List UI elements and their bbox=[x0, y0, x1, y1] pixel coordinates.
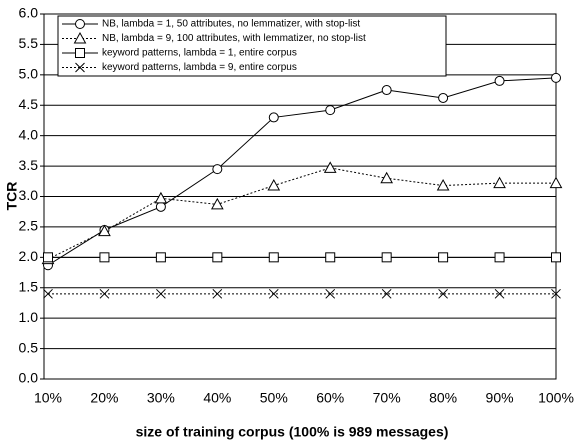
data-point bbox=[551, 288, 561, 299]
legend-label: NB, lambda = 1, 50 attributes, no lemmat… bbox=[102, 19, 360, 30]
legend-marker bbox=[73, 31, 87, 44]
y-tick-label: 4.5 bbox=[19, 96, 39, 112]
x-tick-label: 90% bbox=[486, 390, 514, 406]
y-axis-title: TCR bbox=[4, 182, 20, 211]
data-point bbox=[43, 288, 53, 299]
legend-label: keyword patterns, lambda = 1, entire cor… bbox=[102, 48, 297, 59]
data-point bbox=[551, 252, 561, 263]
y-tick-label: 0.0 bbox=[19, 370, 39, 386]
y-tick-label: 2.5 bbox=[19, 218, 39, 234]
data-point bbox=[99, 288, 110, 299]
data-point bbox=[381, 85, 392, 96]
data-point bbox=[99, 252, 110, 263]
data-point bbox=[155, 252, 166, 263]
y-tick-label: 3.5 bbox=[19, 157, 39, 173]
y-tick-label: 1.0 bbox=[19, 309, 39, 325]
y-tick-label: 0.5 bbox=[19, 339, 39, 355]
legend-marker bbox=[75, 62, 85, 73]
data-point bbox=[268, 288, 279, 299]
data-point bbox=[154, 191, 168, 204]
y-tick-label: 2.0 bbox=[19, 248, 39, 264]
y-tick-label: 6.0 bbox=[19, 5, 39, 21]
x-tick-label: 30% bbox=[147, 390, 175, 406]
legend-marker bbox=[75, 19, 85, 29]
data-point bbox=[267, 179, 281, 191]
x-tick-label: 10% bbox=[34, 390, 62, 406]
data-point bbox=[438, 252, 449, 263]
data-point bbox=[438, 288, 448, 299]
data-point bbox=[380, 171, 394, 184]
data-point bbox=[43, 252, 53, 263]
y-tick-label: 3.0 bbox=[19, 187, 39, 203]
x-tick-label: 40% bbox=[203, 390, 231, 406]
data-point bbox=[325, 252, 336, 263]
data-point bbox=[438, 92, 449, 103]
data-point bbox=[212, 252, 223, 263]
data-point bbox=[212, 288, 223, 299]
legend-label: NB, lambda = 9, 100 attributes, with lem… bbox=[102, 33, 366, 44]
data-point bbox=[210, 197, 224, 210]
series-line bbox=[47, 77, 557, 266]
data-point bbox=[549, 176, 563, 189]
data-point bbox=[493, 176, 506, 189]
data-point bbox=[436, 179, 450, 191]
data-point bbox=[268, 112, 279, 123]
data-point bbox=[325, 288, 336, 299]
y-tick-label: 5.5 bbox=[19, 35, 39, 51]
legend-marker bbox=[75, 48, 85, 58]
data-point bbox=[494, 288, 505, 299]
x-tick-label: 100% bbox=[538, 390, 574, 406]
y-tick-label: 1.5 bbox=[19, 278, 39, 294]
data-point bbox=[156, 288, 166, 299]
data-point bbox=[212, 164, 223, 175]
data-point bbox=[155, 201, 166, 212]
legend-box bbox=[57, 15, 447, 77]
data-point bbox=[98, 224, 111, 237]
data-point bbox=[381, 252, 392, 263]
x-tick-label: 70% bbox=[373, 390, 401, 406]
x-tick-label: 50% bbox=[260, 390, 288, 406]
data-point bbox=[268, 252, 279, 263]
data-point bbox=[494, 252, 505, 263]
x-tick-label: 60% bbox=[316, 390, 344, 406]
x-tick-label: 20% bbox=[90, 390, 118, 406]
legend-label: keyword patterns, lambda = 9, entire cor… bbox=[102, 62, 297, 73]
data-point bbox=[381, 288, 392, 299]
data-point bbox=[551, 72, 561, 83]
y-tick-label: 4.0 bbox=[19, 126, 39, 142]
data-point bbox=[325, 105, 336, 116]
x-tick-label: 80% bbox=[429, 390, 457, 406]
data-point bbox=[323, 161, 337, 173]
data-point bbox=[494, 75, 505, 86]
x-axis-title: size of training corpus (100% is 989 mes… bbox=[136, 424, 449, 440]
y-tick-label: 5.0 bbox=[19, 66, 39, 82]
